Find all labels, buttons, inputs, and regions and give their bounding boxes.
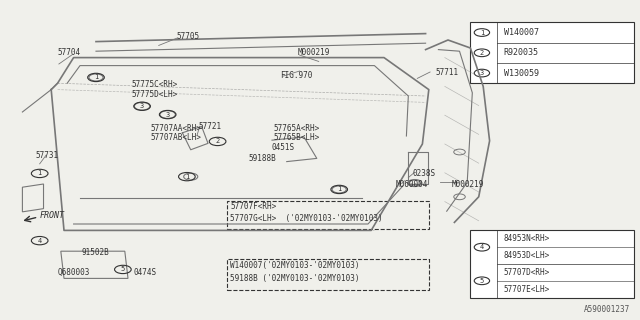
Text: 57707F<RH>: 57707F<RH> <box>230 202 276 211</box>
Text: M000219: M000219 <box>451 180 484 188</box>
Text: 4: 4 <box>480 244 484 250</box>
FancyBboxPatch shape <box>470 22 634 83</box>
Text: 1: 1 <box>38 171 42 176</box>
Text: 57707E<LH>: 57707E<LH> <box>504 285 550 294</box>
Text: 1: 1 <box>480 29 484 36</box>
Text: 57711: 57711 <box>435 68 458 76</box>
Text: 1: 1 <box>185 174 189 180</box>
Text: 1: 1 <box>337 187 341 192</box>
Text: 3: 3 <box>480 70 484 76</box>
Text: 57707G<LH>  ('02MY0103-'02MY0103): 57707G<LH> ('02MY0103-'02MY0103) <box>230 214 383 223</box>
Text: FIG.970: FIG.970 <box>280 71 313 80</box>
Text: 57707AA<RH>: 57707AA<RH> <box>150 124 201 133</box>
Text: 84953N<RH>: 84953N<RH> <box>504 234 550 243</box>
Text: 5: 5 <box>480 278 484 284</box>
Text: 57705: 57705 <box>176 32 199 41</box>
Text: M060004: M060004 <box>396 180 428 188</box>
Text: 57707AB<LH>: 57707AB<LH> <box>150 133 201 142</box>
Text: A590001237: A590001237 <box>584 305 630 314</box>
Text: 2: 2 <box>480 50 484 56</box>
Text: 57765A<RH>: 57765A<RH> <box>274 124 320 133</box>
FancyBboxPatch shape <box>227 201 429 229</box>
Text: 5: 5 <box>121 267 125 272</box>
Text: 2: 2 <box>216 139 220 144</box>
Text: 57765B<LH>: 57765B<LH> <box>274 133 320 142</box>
Text: 0238S: 0238S <box>413 169 436 178</box>
Text: W140007('02MY0103-'02MY0103): W140007('02MY0103-'02MY0103) <box>230 261 360 270</box>
Text: FRONT: FRONT <box>40 212 65 220</box>
FancyBboxPatch shape <box>227 259 429 290</box>
Text: 59188B: 59188B <box>248 154 276 163</box>
Text: 84953D<LH>: 84953D<LH> <box>504 251 550 260</box>
Text: 0451S: 0451S <box>272 143 295 152</box>
Text: M000219: M000219 <box>298 48 330 57</box>
Text: R920035: R920035 <box>504 48 539 57</box>
Text: 57731: 57731 <box>35 151 58 160</box>
Text: W140007: W140007 <box>504 28 539 37</box>
Text: 3: 3 <box>166 112 170 117</box>
Text: 57721: 57721 <box>198 122 221 131</box>
FancyBboxPatch shape <box>470 230 634 298</box>
Text: 1: 1 <box>94 75 98 80</box>
Text: W130059: W130059 <box>504 68 539 77</box>
Text: 57707D<RH>: 57707D<RH> <box>504 268 550 277</box>
Text: 91502B: 91502B <box>82 248 109 257</box>
Text: 57775C<RH>: 57775C<RH> <box>131 80 177 89</box>
Text: 3: 3 <box>140 103 144 109</box>
Text: Q680003: Q680003 <box>58 268 90 277</box>
Text: 0474S: 0474S <box>133 268 156 277</box>
Text: 57704: 57704 <box>58 48 81 57</box>
Text: 59188B ('02MY0103-'02MY0103): 59188B ('02MY0103-'02MY0103) <box>230 274 360 283</box>
Text: 57775D<LH>: 57775D<LH> <box>131 90 177 99</box>
Text: 4: 4 <box>38 238 42 244</box>
